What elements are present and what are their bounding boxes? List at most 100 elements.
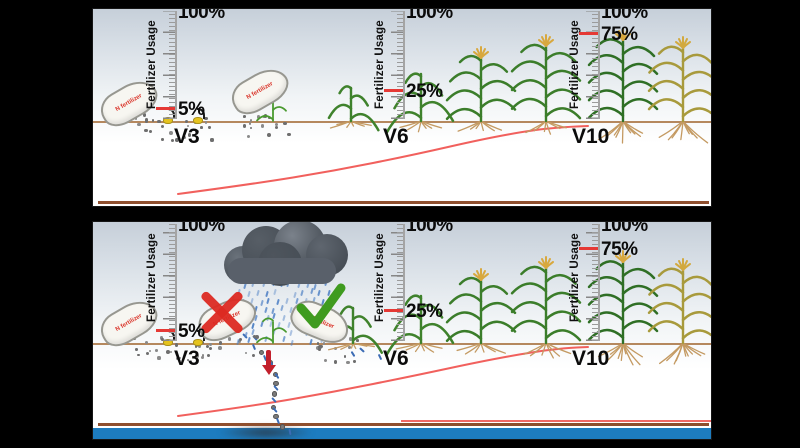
gauge-value-label: 25% xyxy=(406,81,443,102)
gauge-axis-label: Fertilizer Usage xyxy=(146,20,158,109)
fertilizer-granule xyxy=(246,134,250,138)
fertilizer-granule xyxy=(334,360,338,364)
rain-drop xyxy=(275,298,280,305)
seed-sprout xyxy=(197,108,205,119)
arrow-head xyxy=(262,365,276,375)
rain-drop xyxy=(259,299,264,307)
gauge-ruler xyxy=(391,11,405,119)
fertilizer-granule xyxy=(257,115,261,119)
fertilizer-granule xyxy=(144,340,148,345)
fertilizer-granule xyxy=(260,124,265,128)
fertilizer-granule xyxy=(210,138,214,142)
gauge-value-label: 75% xyxy=(601,238,638,260)
check-glyph xyxy=(296,283,346,329)
leaching-nitrate-particle xyxy=(271,397,277,404)
fertilizer-granule xyxy=(200,355,205,359)
rain-drop xyxy=(280,305,285,312)
fertilizer-granule xyxy=(171,138,175,142)
fertilizer-granule xyxy=(227,337,232,341)
fertilizer-granule xyxy=(156,119,161,124)
corn-plant xyxy=(647,36,711,144)
fertilizer-granule xyxy=(353,360,356,363)
fertilizer-granule xyxy=(333,346,338,351)
fertilizer-granule xyxy=(318,345,323,350)
nitrate-particle xyxy=(350,350,356,358)
gauge-max-label: 100% xyxy=(178,221,225,236)
fertilizer-granule xyxy=(218,340,223,345)
fertilizer-granule xyxy=(142,113,147,117)
fertilizer-bag-label: N fertilizer xyxy=(114,313,144,333)
gauge-current-level-tick xyxy=(579,246,598,250)
nitrate-particle xyxy=(252,344,257,351)
fertilizer-granule xyxy=(283,121,287,126)
fertilizer-granule xyxy=(238,339,242,344)
gauge-ruler xyxy=(391,224,405,341)
gauge-ruler xyxy=(586,224,600,341)
rain-drop xyxy=(277,321,281,328)
fertilizer-bag-label: N fertilizer xyxy=(245,81,275,101)
fertilizer-granule xyxy=(166,350,171,355)
growth-stage-label: V10 xyxy=(572,125,610,148)
rain-drop xyxy=(272,312,277,320)
leaching-granule xyxy=(271,391,278,397)
fertilizer-granule xyxy=(249,119,253,123)
leaching-granule xyxy=(279,424,285,430)
fertilizer-granule xyxy=(208,347,212,351)
fertilizer-granule xyxy=(287,133,291,137)
fertilizer-granule xyxy=(207,353,211,358)
nitrate-particle xyxy=(358,346,365,353)
rain-drop xyxy=(271,329,276,336)
gauge-current-level-tick xyxy=(384,89,403,92)
rain-drop xyxy=(282,335,286,343)
rain-drop xyxy=(285,298,289,305)
fertilizer-granule xyxy=(146,352,150,356)
fertilizer-granule xyxy=(274,122,278,126)
fertilizer-usage-gauge: Fertilizer Usage 100% 75% xyxy=(569,222,648,341)
rain-drop xyxy=(251,328,255,336)
gauge-max-label: 100% xyxy=(406,8,453,23)
fertilizer-granule xyxy=(184,120,189,124)
fertilizer-granule xyxy=(137,353,140,357)
fertilizer-granule xyxy=(209,343,213,347)
fertilizer-granule xyxy=(135,348,138,351)
panel-before-rain: N fertilizer N fertilizer Fertilizer Usage… xyxy=(92,8,712,207)
fertilizer-granule xyxy=(252,354,256,358)
cloud-base xyxy=(228,258,336,284)
gauge-ruler xyxy=(586,11,600,119)
gauge-current-level-tick xyxy=(579,31,598,35)
fertilizer-granule xyxy=(134,117,138,121)
rain-drop xyxy=(288,329,293,337)
fertilizer-granule xyxy=(253,334,257,338)
fertilizer-usage-gauge: Fertilizer Usage 100% 25% xyxy=(374,9,453,119)
gauge-current-level-tick xyxy=(156,107,175,111)
gauge-value-label: 5% xyxy=(178,320,205,342)
growth-stage-label: V3 xyxy=(174,125,200,148)
fertilizer-granule xyxy=(169,130,174,135)
nitrate-particle xyxy=(377,353,383,360)
planted-seed-icon xyxy=(193,108,205,124)
gauge-max-label: 100% xyxy=(601,8,648,23)
fertilizer-granule xyxy=(238,337,243,342)
gauge-ruler xyxy=(163,224,177,341)
fertilizer-granule xyxy=(348,337,353,341)
corn-plant xyxy=(647,258,711,365)
fertilizer-granule xyxy=(242,115,246,118)
gauge-max-label: 100% xyxy=(601,221,648,236)
fertilizer-granule xyxy=(203,116,208,121)
fertilizer-granule xyxy=(263,114,268,118)
gauge-ruler xyxy=(163,11,177,119)
groundwater-band xyxy=(93,428,711,439)
gauge-axis-label: Fertilizer Usage xyxy=(146,233,158,322)
gauge-value-label: 25% xyxy=(406,300,443,322)
fertilizer-granule xyxy=(160,124,165,129)
rejected-cross-icon xyxy=(197,288,247,336)
rain-drop xyxy=(263,306,268,314)
fertilizer-granule xyxy=(218,346,222,350)
fertilizer-granule xyxy=(144,118,149,122)
fertilizer-granule xyxy=(248,122,252,126)
fertilizer-granule xyxy=(208,126,211,129)
fertilizer-granule xyxy=(244,351,248,355)
gauge-max-label: 100% xyxy=(406,221,453,236)
